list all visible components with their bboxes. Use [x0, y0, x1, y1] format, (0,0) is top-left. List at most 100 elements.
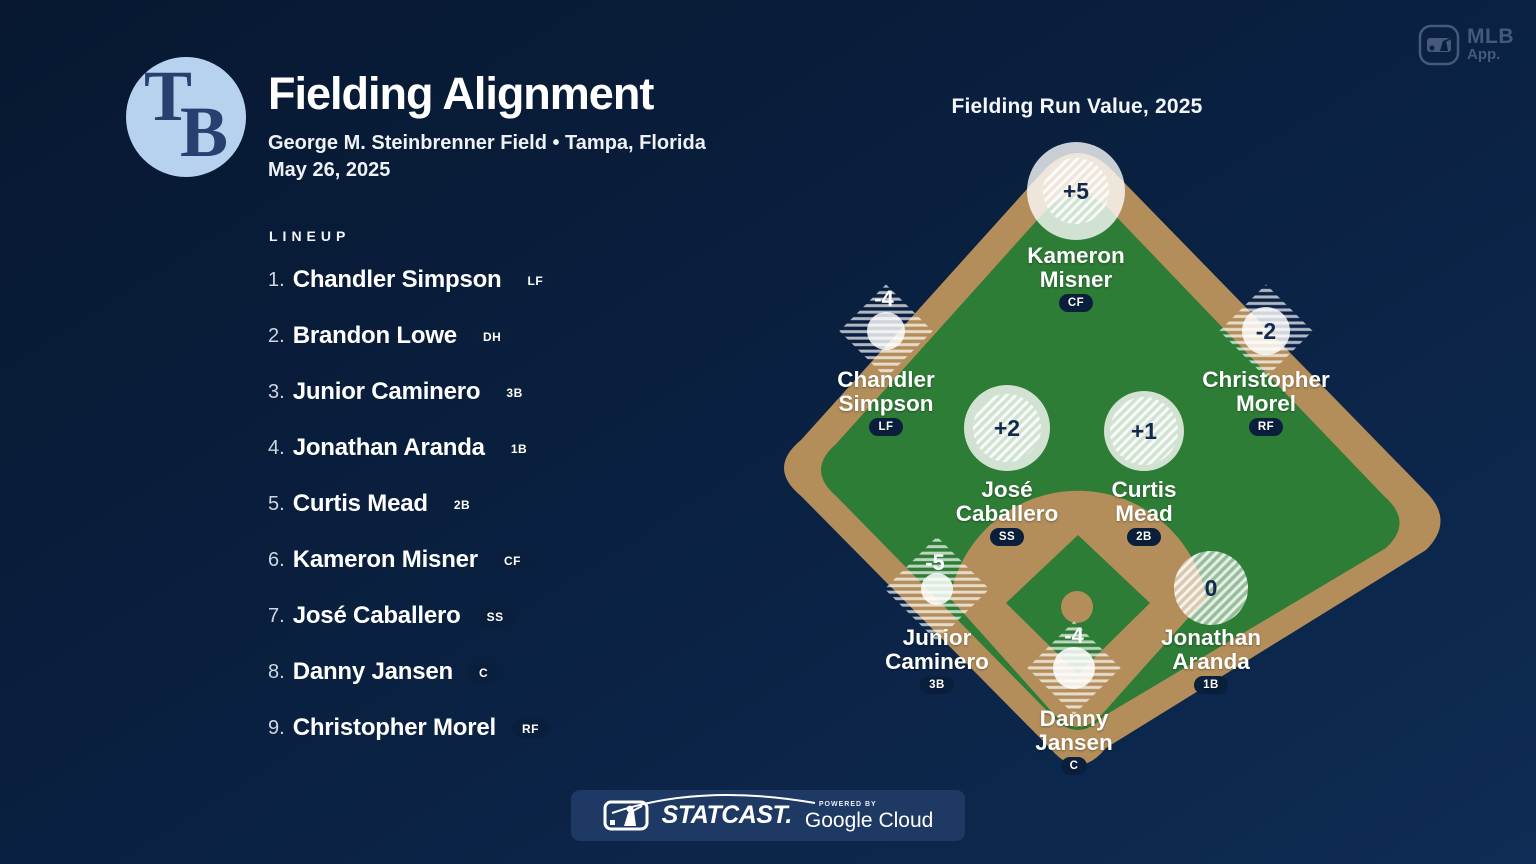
player-name: José Caballero [292, 602, 461, 629]
position-badge: 1B [500, 438, 538, 458]
google-cloud-text: Google Cloud [804, 808, 934, 832]
fielder-first-name: Christopher [1202, 367, 1330, 392]
date-text: May 26, 2025 [268, 159, 391, 181]
lineup-row: 9. Christopher Morel RF [268, 700, 553, 756]
position-badge: SS [476, 606, 514, 626]
fielder-marker-3b: -5 [884, 536, 990, 642]
position-badge: RF [511, 718, 549, 738]
fielder-last-name: Mead [1115, 500, 1173, 526]
player-name: Jonathan Aranda [292, 434, 485, 461]
fielder-last-name: Misner [1039, 266, 1113, 292]
fielding-value-3b: -5 [925, 550, 945, 575]
fielder-last-name: Jansen [1035, 729, 1113, 755]
field-chart-title: Fielding Run Value, 2025 [951, 95, 1203, 118]
fielder-marker-cf: +5 [1027, 142, 1125, 240]
position-badge: 3B [496, 382, 533, 402]
batting-order: 9. [268, 716, 285, 739]
fielder-marker-ss: +2 [964, 385, 1050, 471]
batting-order: 6. [268, 548, 285, 571]
mlb-logo-icon [603, 800, 649, 831]
fielding-value-rf: -2 [1256, 318, 1276, 344]
fielder-last-name: Caminero [885, 648, 989, 674]
batting-order: 4. [268, 436, 285, 459]
player-name: Kameron Misner [292, 546, 478, 573]
google-cloud-logo: POWERED BY Google Cloud [805, 801, 933, 831]
batting-order: 3. [268, 380, 285, 403]
position-badge: LF [517, 270, 554, 290]
lineup-row: 6. Kameron Misner CF [268, 532, 553, 588]
batting-order: 8. [268, 660, 285, 683]
lineup-heading: LINEUP [269, 228, 351, 244]
venue-text: George M. Steinbrenner Field • Tampa, Fl… [268, 132, 706, 154]
fielder-first-name: Curtis [1111, 477, 1177, 502]
fielding-value-ss: +2 [994, 415, 1020, 441]
position-badge: 2B [1127, 528, 1161, 546]
statcast-footer: STATCAST. POWERED BY Google Cloud [571, 790, 965, 841]
batting-order: 1. [268, 268, 285, 291]
page-title: Fielding Alignment [268, 68, 654, 119]
team-logo-letter-t: T [144, 56, 193, 136]
lineup-list: 1. Chandler Simpson LF 2. Brandon Lowe D… [268, 252, 554, 756]
lineup-row: 3. Junior Caminero 3B [268, 364, 553, 420]
lineup-row: 2. Brandon Lowe DH [268, 308, 553, 364]
lineup-row: 7. José Caballero SS [268, 588, 553, 644]
fielder-first-name: José [981, 477, 1033, 502]
fielder-last-name: Morel [1235, 390, 1296, 416]
mlb-app-text: MLB [1467, 25, 1514, 48]
player-name: Danny Jansen [292, 658, 454, 685]
fielding-value-1b: 0 [1205, 575, 1218, 601]
fielder-label-ss: José Caballero SS [892, 478, 1122, 546]
fielding-value-2b: +1 [1131, 418, 1157, 444]
fielder-label-1b: Jonathan Aranda 1B [1096, 626, 1326, 694]
lineup-row: 4. Jonathan Aranda 1B [268, 420, 553, 476]
batting-order: 7. [268, 604, 285, 627]
fielder-first-name: Kameron [1027, 243, 1125, 268]
position-badge: DH [472, 326, 512, 346]
position-badge: C [469, 662, 499, 682]
fielder-label-lf: Chandler Simpson LF [771, 368, 1001, 436]
fielder-label-2b: Curtis Mead 2B [1029, 478, 1259, 546]
fielder-label-cf: Kameron Misner CF [961, 244, 1191, 312]
team-logo-letter-b: B [180, 92, 229, 172]
fielder-label-rf: Christopher Morel RF [1151, 368, 1381, 436]
pitcher-mound [1061, 591, 1093, 623]
player-name: Junior Caminero [292, 378, 481, 405]
fielder-marker-c: -4 [1027, 621, 1121, 715]
fielder-last-name: Caballero [955, 500, 1059, 526]
mlb-app-icon [1418, 24, 1460, 66]
position-badge: RF [1248, 418, 1284, 436]
baseball-field-diagram: +5 -4 -2 +2 +1 -5 0 -4 [784, 142, 1441, 765]
player-name: Chandler Simpson [292, 266, 502, 293]
mlb-app-subtext: App. [1467, 46, 1501, 63]
fielder-label-3b: Junior Caminero 3B [822, 626, 1052, 694]
lineup-row: 8. Danny Jansen C [268, 644, 553, 700]
fielder-label-c: Danny Jansen C [959, 707, 1189, 775]
fielder-marker-lf: -4 [839, 284, 933, 378]
position-badge: CF [493, 550, 531, 570]
fielding-value-lf: -4 [874, 286, 894, 311]
lineup-row: 5. Curtis Mead 2B [268, 476, 553, 532]
player-name: Curtis Mead [292, 490, 428, 517]
fielder-first-name: Junior [902, 625, 972, 650]
batting-order: 5. [268, 492, 285, 515]
mlb-app-logo: MLB App. [1418, 24, 1514, 66]
fielding-value-c: -4 [1064, 623, 1084, 648]
fielding-value-cf: +5 [1063, 178, 1089, 204]
batting-order: 2. [268, 324, 285, 347]
position-badge: C [1060, 757, 1088, 775]
fielder-marker-2b: +1 [1104, 391, 1184, 471]
position-badge: 3B [920, 676, 954, 694]
position-badge: LF [869, 418, 903, 436]
fielder-last-name: Simpson [838, 390, 934, 416]
statcast-wordmark: STATCAST. [661, 801, 793, 829]
player-name: Brandon Lowe [292, 322, 457, 349]
position-badge: 2B [443, 494, 481, 514]
position-badge: 1B [1194, 676, 1228, 694]
fielder-last-name: Aranda [1172, 648, 1250, 674]
fielder-first-name: Jonathan [1160, 625, 1261, 650]
fielder-first-name: Danny [1039, 706, 1109, 731]
fielder-first-name: Chandler [837, 367, 935, 392]
powered-by-text: POWERED BY [818, 800, 877, 808]
position-badge: CF [1058, 294, 1094, 312]
team-logo: T B [126, 56, 246, 177]
